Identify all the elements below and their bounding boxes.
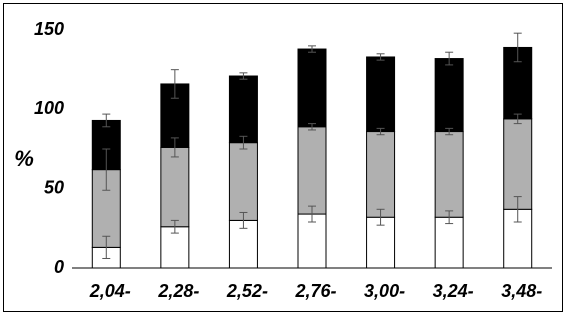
error-bar (308, 45, 316, 53)
y-tick-label: 150 (34, 19, 64, 39)
error-bar (376, 208, 385, 226)
error-bar (445, 210, 454, 225)
x-tick-label: 2,52- (226, 281, 268, 301)
bar-segment (366, 216, 396, 269)
x-tick-label: 3,48- (501, 281, 542, 301)
error-bar (239, 211, 248, 229)
bar-segment (503, 46, 533, 120)
error-bar (376, 53, 385, 61)
bar-segment (366, 131, 396, 218)
bar-segment (160, 226, 190, 269)
error-bar (170, 69, 179, 99)
bar-segment (366, 56, 396, 133)
x-tick-label: 3,00- (364, 281, 405, 301)
frame (3, 3, 563, 312)
bar-segment (160, 146, 190, 228)
error-bar (102, 235, 111, 259)
error-bar (170, 137, 179, 158)
error-bar (170, 219, 179, 234)
bar-segment (228, 142, 258, 221)
error-bar (102, 148, 111, 191)
x-tick-label: 2,28- (157, 281, 199, 301)
error-bar (513, 196, 522, 223)
bar-segment (297, 213, 327, 269)
y-tick-label: 100 (34, 98, 64, 118)
bar-segment (434, 58, 464, 133)
error-bar (376, 127, 385, 136)
x-tick-label: 2,04- (89, 281, 131, 301)
error-bar (513, 113, 522, 125)
bar-segment (434, 216, 464, 269)
bar-segment (297, 48, 327, 128)
x-tick-label: 3,24- (433, 281, 474, 301)
error-bar (445, 127, 454, 136)
error-bar (308, 123, 316, 131)
y-tick-label: 0 (54, 257, 64, 277)
error-bar (102, 113, 111, 128)
x-tick-label: 2,76- (294, 281, 336, 301)
y-axis-label: % (14, 146, 34, 171)
error-bar (239, 72, 248, 80)
bar-segment (434, 131, 464, 218)
bar-segment (228, 75, 258, 144)
error-bar (239, 135, 248, 150)
y-tick-label: 50 (44, 177, 64, 197)
bar-segment (297, 126, 327, 215)
error-bar (513, 32, 522, 63)
bar-segment (503, 118, 533, 210)
error-bar (445, 51, 454, 66)
error-bar (308, 205, 316, 223)
